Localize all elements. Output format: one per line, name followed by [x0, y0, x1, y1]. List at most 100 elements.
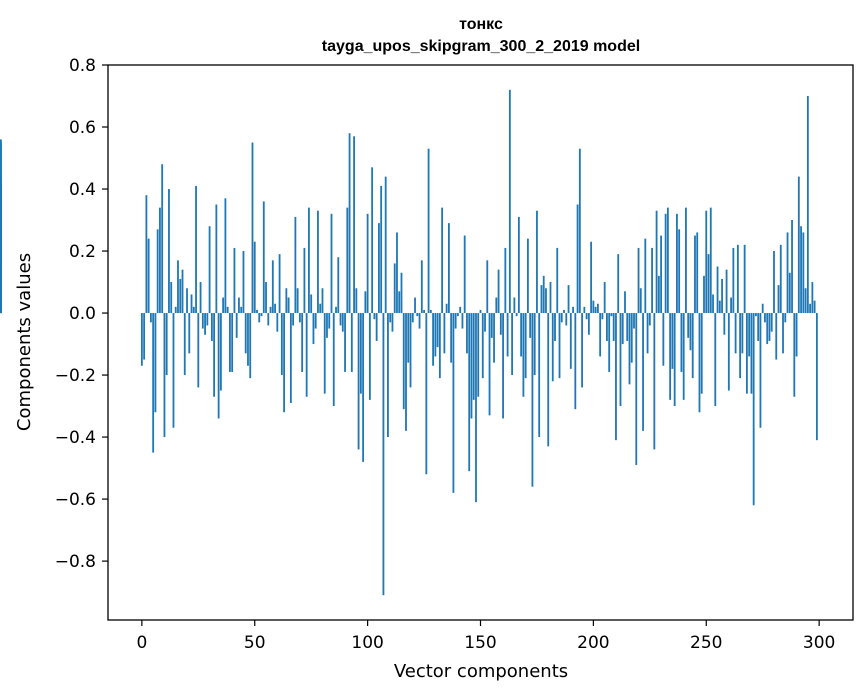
bar [396, 232, 398, 314]
bar [278, 254, 281, 314]
x-tick-label: 250 [690, 633, 722, 653]
bar [802, 232, 805, 314]
y-tick-label: −0.4 [55, 428, 96, 448]
bar [666, 207, 669, 314]
bar [536, 210, 538, 314]
bar [140, 313, 143, 366]
bar [806, 96, 809, 314]
x-tick-label: 300 [803, 633, 835, 653]
plot-frame [107, 64, 854, 621]
bar [215, 204, 218, 314]
bar [348, 133, 351, 314]
bar [298, 313, 301, 323]
bar [472, 313, 475, 400]
bar [707, 254, 710, 314]
bar [339, 313, 342, 326]
bar [723, 313, 726, 335]
bar [797, 176, 800, 314]
bar [192, 306, 195, 314]
bar [511, 313, 514, 376]
bar [775, 313, 778, 360]
bar [576, 204, 579, 314]
bar [563, 309, 565, 314]
bar [522, 313, 525, 397]
bar [434, 313, 437, 357]
bar [585, 313, 588, 320]
bar [766, 313, 769, 345]
bar [619, 313, 622, 407]
bar [335, 306, 337, 314]
bar [391, 313, 394, 332]
bar [256, 309, 258, 314]
bar [429, 309, 432, 314]
bar [344, 313, 346, 372]
bar [481, 313, 484, 379]
bar [626, 313, 629, 341]
bar [804, 288, 807, 314]
bar [438, 313, 441, 379]
bar [547, 313, 550, 447]
bar [265, 282, 267, 314]
bar [596, 303, 599, 314]
bar [217, 313, 220, 419]
bar [461, 313, 464, 329]
bar [621, 313, 624, 345]
bar [296, 288, 299, 314]
bar [156, 229, 159, 314]
bar [734, 313, 737, 354]
bar [149, 313, 152, 323]
bar [423, 309, 425, 314]
bar [253, 241, 256, 314]
bar [813, 300, 816, 314]
bar [572, 306, 574, 314]
bar [199, 282, 202, 314]
bar [393, 263, 396, 314]
bar [159, 207, 161, 314]
bar [143, 313, 146, 360]
bar [615, 313, 617, 441]
bar [301, 313, 304, 372]
bar [517, 216, 520, 314]
bar [319, 303, 322, 314]
bar [709, 207, 712, 314]
bar [353, 136, 355, 314]
bar [468, 313, 471, 472]
bar [759, 313, 762, 428]
bar [617, 254, 620, 314]
bar [630, 313, 633, 363]
bar [195, 185, 197, 314]
bar [676, 213, 678, 314]
bar [269, 306, 272, 314]
bar [592, 300, 595, 314]
bar [793, 313, 796, 397]
bar [186, 288, 188, 314]
bar [436, 313, 439, 348]
x-axis-ticks: 0 50 100 150 200 250 300 [136, 620, 835, 653]
bar [183, 313, 186, 376]
bar [402, 313, 405, 410]
bar [240, 306, 243, 314]
bar [310, 294, 313, 314]
bar [366, 213, 369, 314]
bar [172, 313, 175, 428]
bar [551, 313, 554, 382]
bar [779, 244, 782, 314]
bar [359, 313, 362, 394]
bar [657, 275, 660, 314]
x-tick-label: 50 [244, 633, 266, 653]
bar [743, 244, 746, 314]
bar [229, 313, 231, 372]
bar [303, 247, 306, 314]
bar [368, 313, 371, 400]
x-tick-label: 200 [577, 633, 609, 653]
x-axis-label: Vector components [394, 661, 568, 682]
bar [687, 313, 690, 338]
bar [389, 313, 392, 323]
bar [648, 313, 651, 326]
bar [287, 297, 290, 314]
bar [380, 185, 383, 314]
bar [330, 213, 333, 314]
bar [777, 285, 780, 314]
bar [384, 176, 387, 314]
bar [612, 313, 615, 341]
